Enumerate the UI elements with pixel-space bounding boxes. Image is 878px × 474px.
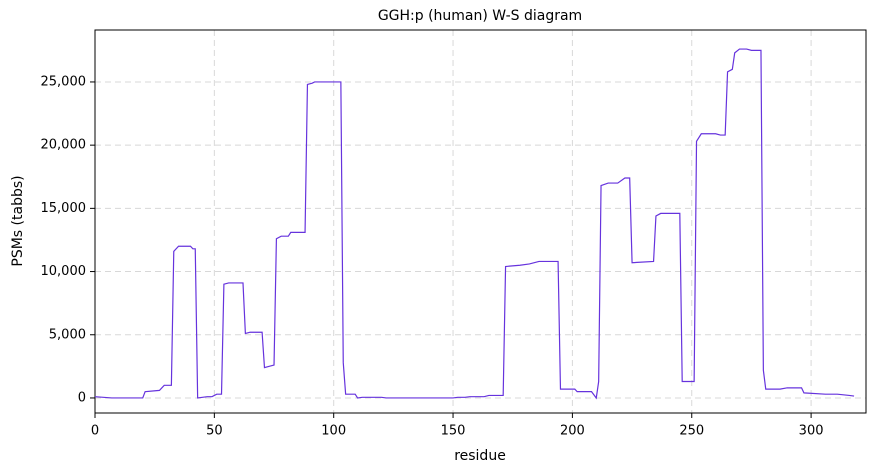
x-tick-label: 150	[441, 424, 466, 439]
y-tick-label: 15,000	[41, 201, 87, 216]
y-tick-label: 5,000	[49, 327, 86, 342]
y-tick-label: 25,000	[41, 74, 87, 89]
x-tick-label: 200	[560, 424, 585, 439]
x-tick-label: 100	[321, 424, 346, 439]
y-tick-label: 10,000	[41, 264, 87, 279]
x-tick-label: 0	[91, 424, 99, 439]
plot-frame	[94, 29, 867, 414]
y-tick-label: 20,000	[41, 138, 87, 153]
x-tick-label: 250	[679, 424, 704, 439]
data-line	[94, 48, 855, 400]
x-tick-label: 300	[799, 424, 824, 439]
x-tick-label: 50	[206, 424, 223, 439]
x-axis-label: residue	[454, 448, 506, 464]
y-tick-label: 0	[78, 390, 86, 405]
chart-title: GGH:p (human) W-S diagram	[378, 8, 582, 24]
y-axis-label: PSMs (tabbs)	[10, 175, 26, 266]
